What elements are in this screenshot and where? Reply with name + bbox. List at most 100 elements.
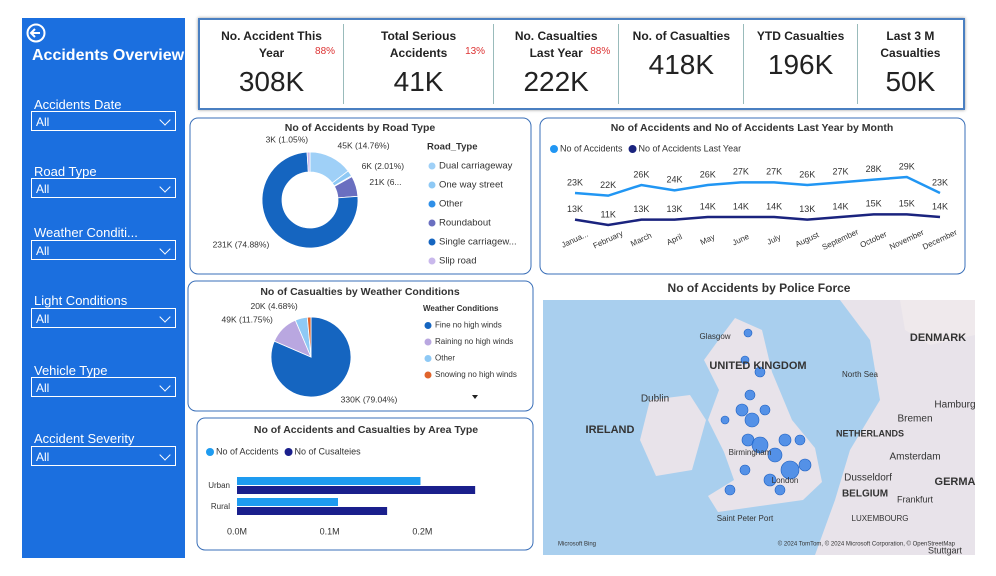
data-label: 13K xyxy=(567,204,583,214)
kpi-change: 88% xyxy=(590,46,611,57)
kpi-title: No. Casualties Last Year xyxy=(514,29,598,60)
filter-label: Road Type xyxy=(34,164,97,179)
data-label: 27K xyxy=(733,167,749,177)
data-label: 23K xyxy=(932,177,948,187)
map-bubble xyxy=(735,403,749,417)
data-label: 27K xyxy=(832,167,848,177)
map-bubble xyxy=(744,389,756,401)
kpi-title: YTD Casualties xyxy=(756,29,845,43)
filter-label: Vehicle Type xyxy=(34,363,108,378)
filter-dropdown[interactable]: All xyxy=(31,377,176,397)
map-label: London xyxy=(772,476,799,485)
legend-swatch xyxy=(424,371,432,379)
data-label: 13K xyxy=(799,204,815,214)
legend-label: No of Accidents xyxy=(560,143,623,153)
kpi-card: No. of Casualties 418K xyxy=(619,24,745,104)
legend-swatch xyxy=(428,238,436,246)
kpi-title: No. of Casualties xyxy=(632,29,731,43)
legend-swatch xyxy=(206,448,214,456)
map-label: Dublin xyxy=(641,394,669,405)
kpi-strip: No. Accident This Year 308K 88% Total Serio… xyxy=(198,18,965,110)
map-label: BELGIUM xyxy=(842,489,888,500)
map-label: Glasgow xyxy=(699,332,730,341)
slice xyxy=(306,151,311,173)
slice xyxy=(261,151,359,249)
x-tick-label: 0.2M xyxy=(412,526,432,536)
filter-dropdown[interactable]: All xyxy=(31,178,176,198)
map-bubble xyxy=(780,460,800,480)
legend-swatch xyxy=(428,257,436,265)
filter-dropdown[interactable]: All xyxy=(31,308,176,328)
kpi-title: Total Serious Accidents xyxy=(381,29,457,60)
data-label: 21K (6... xyxy=(369,177,401,187)
kpi-card: Total Serious Accidents 41K 13% xyxy=(344,24,495,104)
map-label: North Sea xyxy=(842,370,879,379)
legend-label: No of Accidents Last Year xyxy=(639,143,742,153)
data-label: 11K xyxy=(601,209,616,219)
bar xyxy=(237,486,476,494)
map-bubble xyxy=(767,447,783,463)
data-label: 26K xyxy=(633,169,649,179)
sidebar-title: Accidents Overview xyxy=(32,47,185,64)
data-label: 23K xyxy=(567,177,583,187)
map-attribution: © 2024 TomTom, © 2024 Microsoft Corporat… xyxy=(778,541,956,548)
map-land xyxy=(815,300,975,555)
map-bubble xyxy=(778,433,792,447)
data-label: 20K (4.68%) xyxy=(250,301,297,311)
data-label: 29K xyxy=(899,161,915,171)
legend-swatch xyxy=(428,200,436,208)
legend-label: One way street xyxy=(439,180,503,191)
map-land xyxy=(900,300,975,345)
bar xyxy=(237,477,421,485)
chart-title: No of Accidents and No of Accidents Last… xyxy=(611,122,894,134)
data-label: 15K xyxy=(866,199,882,209)
map-label: Birmingham xyxy=(729,448,772,457)
data-label: 24K xyxy=(667,175,683,185)
panel xyxy=(539,117,966,275)
map-bubble xyxy=(720,415,730,425)
legend-label: Single carriagew... xyxy=(439,237,517,248)
back-icon[interactable] xyxy=(26,22,50,46)
data-label: 13K xyxy=(633,204,649,214)
filter-label: Accident Severity xyxy=(34,431,135,446)
sidebar: Accidents Overview Accidents Date All Road… xyxy=(22,18,185,558)
map-bubble xyxy=(740,355,750,365)
map-label: Saint Peter Port xyxy=(717,514,774,523)
map-label: Bremen xyxy=(897,414,932,425)
legend-swatch xyxy=(428,219,436,227)
legend-swatch xyxy=(284,448,293,456)
map-label: UNITED KINGDOM xyxy=(709,360,806,372)
map-bubble xyxy=(724,484,736,496)
data-label: 45K (14.76%) xyxy=(338,141,390,151)
map-label: DENMARK xyxy=(910,332,966,344)
map-label: Hamburg xyxy=(934,400,975,411)
data-label: 6K (2.01%) xyxy=(362,161,405,171)
map-land xyxy=(640,395,706,476)
legend-label: Fine no high winds xyxy=(435,321,502,330)
kpi-value: 222K xyxy=(523,66,589,97)
kpi-value: 41K xyxy=(393,66,444,97)
map-label: NETHERLANDS xyxy=(836,428,904,438)
filter-dropdown[interactable]: All xyxy=(31,446,176,466)
legend-label: No of Accidents xyxy=(216,446,279,456)
bar xyxy=(237,498,339,506)
kpi-card: YTD Casualties 196K xyxy=(744,24,858,104)
legend-label: Other xyxy=(435,354,455,363)
kpi-value: 418K xyxy=(648,49,715,80)
data-label: 14K xyxy=(733,201,749,211)
data-label: 26K xyxy=(799,169,815,179)
panel xyxy=(189,117,532,275)
x-tick-label: 0.0M xyxy=(227,526,247,536)
chart-title: No of Casualties by Weather Conditions xyxy=(260,286,459,298)
kpi-change: 88% xyxy=(315,46,336,57)
legend-label: Other xyxy=(439,199,463,210)
y-tick-label: Rural xyxy=(211,502,230,511)
map-bubble xyxy=(798,458,812,472)
map-label: Dusseldorf xyxy=(844,473,892,484)
map-bubble xyxy=(743,328,753,338)
filter-dropdown[interactable]: All xyxy=(31,240,176,260)
legend-title: Road_Type xyxy=(427,142,478,153)
filter-dropdown[interactable]: All xyxy=(31,111,176,131)
